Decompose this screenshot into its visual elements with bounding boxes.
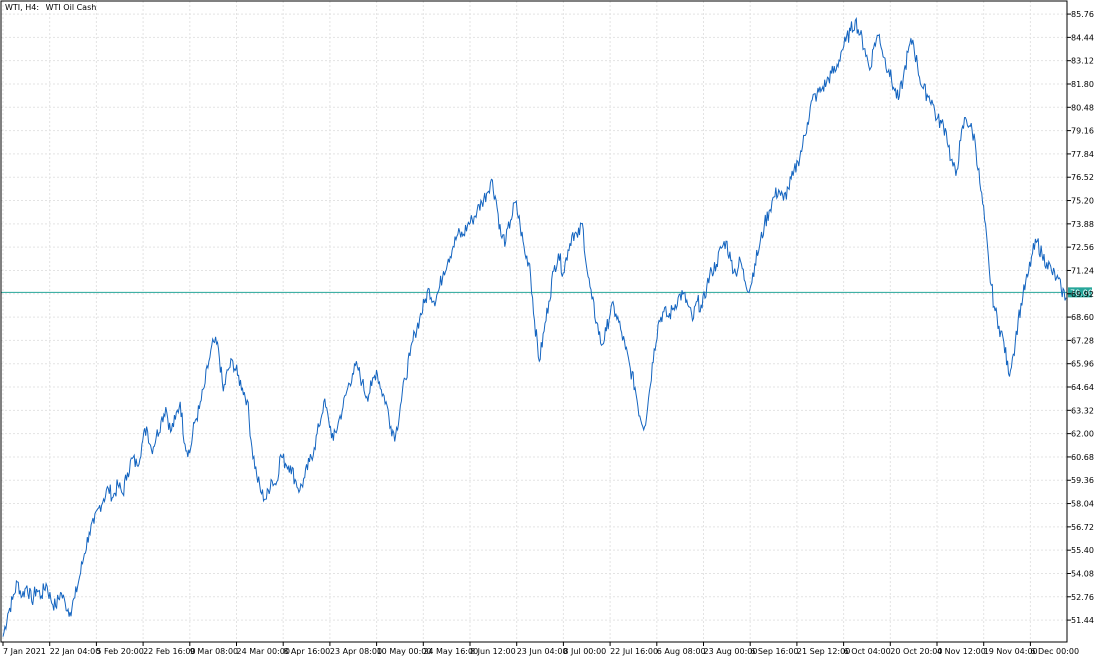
- price-tick-label: 64.64: [1071, 383, 1094, 392]
- time-tick-label: 10 May 00:00: [377, 647, 432, 656]
- time-tick-label: 19 Nov 04:00: [984, 647, 1038, 656]
- time-tick-label: 24 May 16:00: [423, 647, 478, 656]
- time-tick-label: 6 Aug 08:00: [657, 647, 706, 656]
- time-tick-label: 8 Jun 12:00: [470, 647, 516, 656]
- price-tick-label: 69.92: [1071, 290, 1094, 299]
- chart-header: WTI, H4: WTI Oil Cash: [5, 3, 96, 12]
- price-level-badge: [1068, 287, 1092, 298]
- time-axis[interactable]: 7 Jan 2021 22 Jan 04:005 Feb 20:00 22 Feb …: [2, 642, 1079, 656]
- grid-lines: [1, 1, 1067, 642]
- time-tick-label: 9 Mar 08:00: [190, 647, 238, 656]
- price-tick-label: 52.76: [1071, 593, 1094, 602]
- time-tick-label: 23 Aug 00:00: [704, 647, 758, 656]
- time-tick-label: 20 Oct 20:00: [890, 647, 942, 656]
- time-tick-label: 7 Jan 2021: [3, 647, 46, 656]
- price-tick-label: 63.32: [1071, 406, 1094, 415]
- time-tick-label: 23 Apr 08:00: [330, 647, 382, 656]
- price-tick-label: 84.44: [1071, 33, 1094, 42]
- price-tick-label: 83.12: [1071, 57, 1094, 66]
- price-tick-label: 73.88: [1071, 220, 1094, 229]
- time-tick-label: 24 Mar 00:00: [237, 647, 290, 656]
- time-tick-label: 22 Jan 04:00: [50, 647, 101, 656]
- time-tick-label: 22 Jul 16:00: [610, 647, 658, 656]
- price-tick-label: 68.60: [1071, 313, 1094, 322]
- price-tick-label: 54.08: [1071, 569, 1094, 578]
- price-level-label: 70.00: [1070, 288, 1093, 297]
- price-tick-label: 72.56: [1071, 243, 1094, 252]
- time-tick-label: 6 Sep 16:00: [750, 647, 798, 656]
- price-tick-label: 71.24: [1071, 266, 1094, 275]
- price-tick-label: 59.36: [1071, 476, 1094, 485]
- price-tick-label: 76.52: [1071, 173, 1094, 182]
- instrument-name: WTI Oil Cash: [46, 3, 97, 12]
- time-tick-label: 8 Jul 00:00: [563, 647, 606, 656]
- price-tick-label: 80.48: [1071, 103, 1094, 112]
- price-tick-label: 67.28: [1071, 336, 1094, 345]
- price-tick-label: 62.00: [1071, 430, 1094, 439]
- time-tick-label: 8 Apr 16:00: [283, 647, 330, 656]
- price-tick-label: 75.20: [1071, 197, 1094, 206]
- price-tick-label: 81.80: [1071, 80, 1094, 89]
- price-line: [2, 16, 1067, 637]
- time-tick-label: 5 Feb 20:00: [96, 647, 143, 656]
- price-tick-label: 85.76: [1071, 10, 1094, 19]
- price-tick-label: 65.96: [1071, 360, 1094, 369]
- symbol-period: WTI, H4:: [5, 3, 39, 12]
- price-axis[interactable]: 85.76 84.44 83.12 81.80 80.48 79.16 77.84 76.52…: [1067, 10, 1094, 625]
- time-tick-label: 21 Sep 12:00: [797, 647, 850, 656]
- price-series: [2, 16, 1067, 637]
- price-tick-label: 55.40: [1071, 546, 1094, 555]
- price-tick-label: 77.84: [1071, 150, 1094, 159]
- time-tick-label: 6 Oct 04:00: [844, 647, 891, 656]
- time-tick-label: 22 Feb 16:00: [143, 647, 195, 656]
- price-tick-label: 58.04: [1071, 500, 1094, 509]
- svg-text:WTI, H4: WTI Oil Cash: WTI, H4: WTI Oil Cash: [5, 3, 96, 12]
- chart-frame: [0, 0, 1068, 643]
- price-tick-label: 79.16: [1071, 127, 1094, 136]
- price-tick-label: 60.68: [1071, 453, 1094, 462]
- price-tick-label: 51.44: [1071, 616, 1094, 625]
- time-tick-label: 23 Jun 04:00: [517, 647, 568, 656]
- price-level[interactable]: 70.00: [1, 287, 1093, 298]
- time-tick-label: 6 Dec 00:00: [1030, 647, 1079, 656]
- price-tick-label: 56.72: [1071, 523, 1094, 532]
- time-tick-label: 4 Nov 12:00: [937, 647, 986, 656]
